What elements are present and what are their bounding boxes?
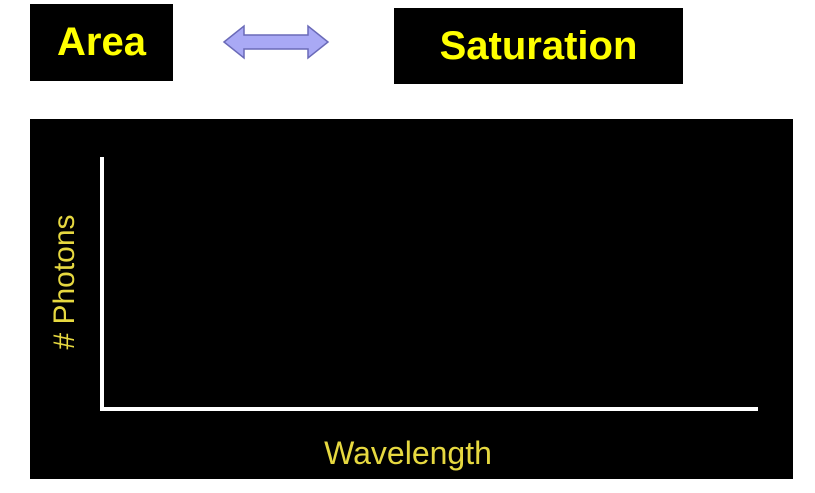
area-label-box: Area bbox=[30, 4, 173, 81]
saturation-label-box: Saturation bbox=[394, 8, 683, 84]
dark-label: dark bbox=[452, 350, 493, 373]
dark-pointer-head bbox=[410, 380, 425, 392]
area-label: Area bbox=[57, 20, 146, 64]
bright-label: bright bbox=[384, 229, 439, 254]
photon-spectrum-diagram: bright dark Wavelength # Photons bbox=[30, 119, 793, 479]
double-arrow-icon bbox=[222, 24, 330, 60]
medium-curve bbox=[304, 292, 513, 409]
saturation-label: Saturation bbox=[439, 23, 638, 68]
y-axis-label: # Photons bbox=[48, 214, 81, 349]
x-axis-label: Wavelength bbox=[324, 435, 492, 471]
